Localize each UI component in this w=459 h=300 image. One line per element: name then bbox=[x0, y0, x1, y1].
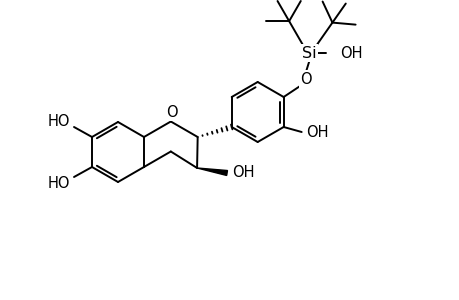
Text: OH: OH bbox=[231, 166, 254, 181]
Text: Si: Si bbox=[302, 46, 316, 61]
Polygon shape bbox=[196, 168, 227, 176]
Text: HO: HO bbox=[48, 176, 70, 190]
Text: HO: HO bbox=[48, 113, 70, 128]
Text: OH: OH bbox=[306, 124, 328, 140]
Text: O: O bbox=[166, 105, 177, 120]
Text: OH: OH bbox=[339, 46, 361, 61]
Text: O: O bbox=[299, 71, 311, 86]
